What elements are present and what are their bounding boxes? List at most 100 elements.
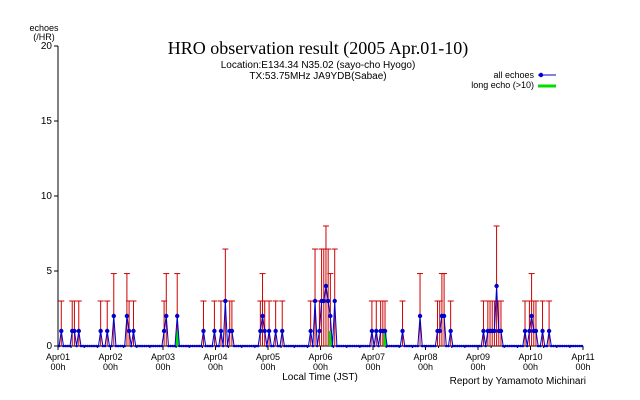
data-point xyxy=(182,344,186,348)
data-point xyxy=(580,344,584,348)
data-point xyxy=(75,344,78,348)
y-axis-label-line-1: echoes xyxy=(29,23,59,33)
data-point xyxy=(388,344,391,348)
data-point xyxy=(481,328,486,334)
data-point xyxy=(409,344,413,348)
data-point xyxy=(361,344,365,348)
data-point xyxy=(510,344,514,348)
x-tick-label-day: Apr09 xyxy=(466,352,490,362)
y-axis-label-line-2: (/HR) xyxy=(33,32,55,42)
data-point xyxy=(158,344,162,348)
data-point xyxy=(269,344,273,348)
data-point xyxy=(72,328,77,334)
y-tick-label: 10 xyxy=(41,191,53,202)
credit-text: Report by Yamamoto Michinari xyxy=(450,376,586,387)
data-point xyxy=(123,344,127,348)
data-point xyxy=(342,344,345,348)
data-point xyxy=(291,344,295,348)
data-point xyxy=(529,313,534,319)
data-point xyxy=(392,344,396,348)
data-point xyxy=(138,344,142,348)
data-point xyxy=(462,344,466,348)
data-point xyxy=(294,344,297,348)
data-point xyxy=(210,344,214,348)
data-point xyxy=(458,344,461,348)
data-point xyxy=(546,328,552,334)
data-point xyxy=(353,344,356,348)
data-point xyxy=(131,328,136,334)
data-point xyxy=(64,344,67,348)
data-point xyxy=(151,344,155,348)
data-point xyxy=(108,344,111,348)
chart-title: HRO observation result (2005 Apr.01-10) xyxy=(168,38,468,59)
x-tick-label-day: Apr02 xyxy=(98,352,122,362)
data-point xyxy=(549,344,553,348)
data-point xyxy=(161,328,167,334)
data-point xyxy=(455,344,459,348)
data-point xyxy=(84,344,87,348)
data-point xyxy=(441,313,447,319)
x-tick-label-hour: 00h xyxy=(155,362,170,372)
data-point xyxy=(414,344,417,348)
data-point xyxy=(105,328,110,334)
data-point xyxy=(248,344,251,348)
data-point xyxy=(189,344,192,348)
error-bars-layer xyxy=(58,225,553,346)
data-point xyxy=(184,344,188,348)
data-point xyxy=(540,328,545,334)
data-point xyxy=(175,313,180,319)
data-point xyxy=(147,344,151,348)
data-point xyxy=(533,328,539,334)
data-point xyxy=(111,313,116,319)
data-point xyxy=(103,344,107,348)
data-point xyxy=(344,344,347,348)
data-point xyxy=(81,344,85,348)
data-point xyxy=(136,344,140,348)
data-point xyxy=(302,344,306,348)
data-point xyxy=(571,344,575,348)
data-point xyxy=(346,344,350,348)
data-point xyxy=(545,344,549,348)
data-point xyxy=(332,298,337,304)
data-point xyxy=(276,344,280,348)
x-tick-label-day: Apr07 xyxy=(361,352,385,362)
data-point xyxy=(199,344,203,348)
data-point xyxy=(169,344,172,348)
x-tick-label-hour: 00h xyxy=(523,362,538,372)
data-point xyxy=(307,344,310,348)
x-tick-label-day: Apr05 xyxy=(256,352,280,362)
data-point xyxy=(372,344,376,348)
data-point xyxy=(567,344,571,348)
x-tick-label-day: Apr06 xyxy=(308,352,332,362)
data-point xyxy=(258,328,263,334)
data-point xyxy=(475,344,479,348)
x-axis-label: Local Time (JST) xyxy=(282,372,358,383)
y-tick-label: 20 xyxy=(41,41,53,52)
data-point xyxy=(317,328,322,334)
data-point xyxy=(234,344,238,348)
x-tick-label-hour: 00h xyxy=(313,362,328,372)
data-point xyxy=(88,344,92,348)
data-point xyxy=(369,328,375,334)
x-tick-label-hour: 00h xyxy=(260,362,275,372)
data-point xyxy=(460,344,463,348)
data-point xyxy=(208,344,212,348)
data-point xyxy=(437,328,442,334)
data-point xyxy=(119,344,122,348)
data-point xyxy=(308,328,313,334)
data-point xyxy=(405,344,409,348)
legend-marker-all-echoes xyxy=(538,72,544,78)
data-point xyxy=(527,328,532,334)
data-point xyxy=(576,344,579,348)
data-point xyxy=(357,344,361,348)
data-point xyxy=(312,298,318,304)
data-point xyxy=(114,344,118,348)
data-point xyxy=(400,328,405,334)
data-point xyxy=(556,344,560,348)
data-point xyxy=(331,344,334,348)
data-point xyxy=(469,344,472,348)
data-point xyxy=(278,344,282,348)
data-point xyxy=(390,344,393,348)
data-point xyxy=(149,344,153,348)
data-point xyxy=(204,344,207,348)
